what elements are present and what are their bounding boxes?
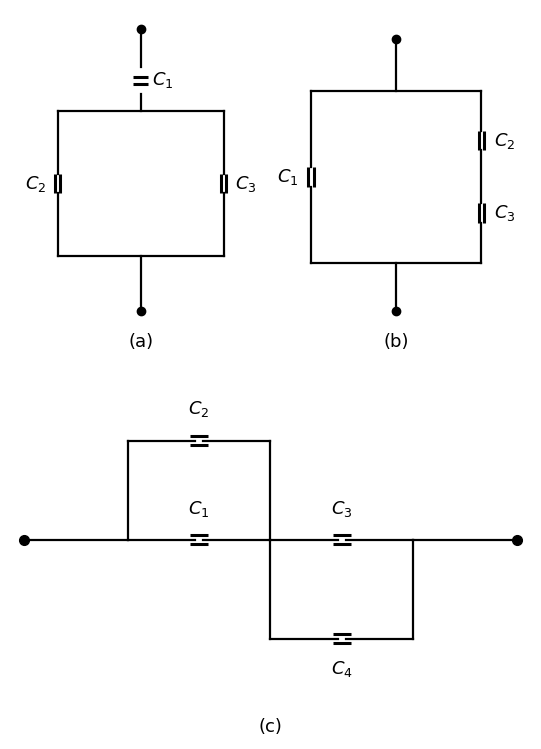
Text: $C_4$: $C_4$	[331, 659, 353, 679]
Text: (c): (c)	[259, 718, 282, 736]
Text: $C_2$: $C_2$	[24, 174, 46, 194]
Text: $C_1$: $C_1$	[188, 500, 210, 520]
Text: $C_2$: $C_2$	[188, 398, 210, 419]
Text: $C_1$: $C_1$	[278, 167, 299, 187]
Text: $C_2$: $C_2$	[493, 131, 515, 151]
Text: (b): (b)	[384, 333, 409, 351]
Text: $C_3$: $C_3$	[493, 203, 515, 223]
Text: $C_3$: $C_3$	[331, 500, 353, 520]
Text: (a): (a)	[128, 333, 153, 351]
Text: $C_3$: $C_3$	[235, 174, 257, 194]
Text: $C_1$: $C_1$	[153, 70, 174, 91]
